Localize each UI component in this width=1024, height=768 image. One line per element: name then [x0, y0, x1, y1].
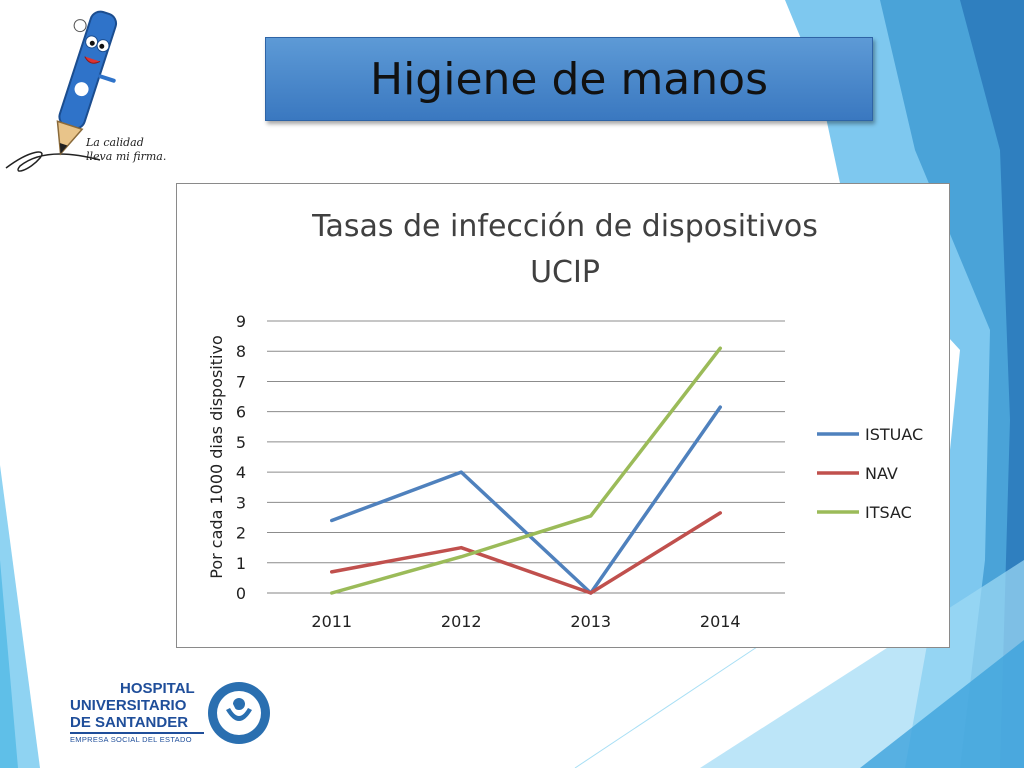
x-tick-label: 2014 — [700, 612, 741, 631]
x-tick-label: 2013 — [570, 612, 611, 631]
data-point-istuac — [718, 405, 722, 409]
hospital-name-line4: EMPRESA SOCIAL DEL ESTADO — [70, 735, 192, 744]
series-line-itsac — [330, 346, 722, 595]
hospital-logo-rule — [70, 732, 204, 734]
data-point-nav — [589, 591, 593, 595]
legend-label: ITSAC — [865, 503, 912, 522]
y-tick-label: 5 — [236, 433, 246, 452]
data-point-nav — [459, 546, 463, 550]
y-tick-label: 2 — [236, 524, 246, 543]
slide-title-box: Higiene de manos — [265, 37, 873, 121]
y-tick-label: 8 — [236, 342, 246, 361]
data-point-istuac — [459, 470, 463, 474]
data-point-nav — [330, 570, 334, 574]
y-axis-label: Por cada 1000 dias dispositivo — [207, 335, 226, 578]
hospital-name-line1: HOSPITAL — [120, 680, 195, 697]
data-point-istuac — [330, 518, 334, 522]
chart-frame: Tasas de infección de dispositivos UCIP 0 1… — [176, 183, 950, 648]
x-tick-label: 2012 — [441, 612, 482, 631]
data-point-itsac — [718, 346, 722, 350]
tagline: La calidad lleva mi firma. — [86, 136, 166, 164]
data-point-itsac — [330, 591, 334, 595]
y-tick-label: 0 — [236, 584, 246, 603]
slide-title: Higiene de manos — [369, 53, 769, 105]
data-point-itsac — [589, 514, 593, 518]
hospital-name-line3: DE SANTANDER — [70, 714, 189, 731]
series-line-istuac — [330, 405, 722, 595]
y-tick-label: 4 — [236, 463, 246, 482]
y-tick-label: 1 — [236, 554, 246, 573]
legend-label: ISTUAC — [865, 425, 923, 444]
data-point-itsac — [459, 555, 463, 559]
chart-title-line1: Tasas de infección de dispositivos — [311, 209, 818, 244]
tagline-line2: lleva mi firma. — [86, 150, 167, 163]
x-tick-label: 2011 — [311, 612, 352, 631]
pen-mascot-logo — [5, 10, 118, 172]
y-tick-label: 3 — [236, 493, 246, 512]
y-tick-label: 9 — [236, 312, 246, 331]
line-chart: Tasas de infección de dispositivos UCIP 0 1… — [207, 209, 923, 631]
series-line-nav — [330, 511, 722, 595]
chart-title-line2: UCIP — [530, 255, 600, 290]
data-point-nav — [718, 511, 722, 515]
legend-label: NAV — [865, 464, 898, 483]
tagline-line1: La calidad — [86, 136, 144, 149]
y-tick-label: 7 — [236, 372, 246, 391]
hospital-emblem-icon — [208, 682, 270, 744]
y-tick-label: 6 — [236, 403, 246, 422]
hospital-name-line2: UNIVERSITARIO — [70, 697, 187, 714]
